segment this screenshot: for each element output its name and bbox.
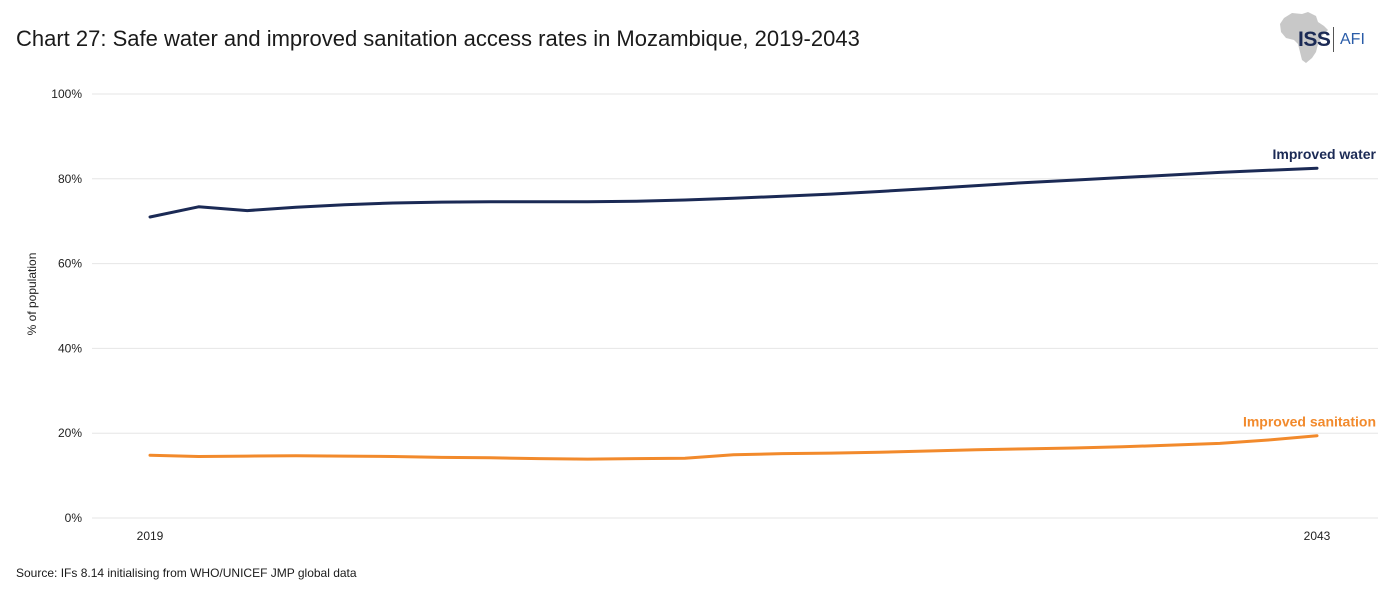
y-tick-label: 100% bbox=[51, 87, 82, 101]
logo-iss-text: ISS bbox=[1298, 28, 1331, 51]
y-tick-label: 20% bbox=[58, 426, 82, 440]
source-note: Source: IFs 8.14 initialising from WHO/U… bbox=[16, 566, 357, 580]
x-tick-label: 2043 bbox=[1304, 529, 1331, 543]
logo-afi-text: AFI bbox=[1340, 31, 1365, 48]
chart-title: Chart 27: Safe water and improved sanita… bbox=[16, 26, 860, 51]
africa-map-icon bbox=[1280, 12, 1328, 63]
logo-separator bbox=[1333, 27, 1334, 52]
series-line-improved-water bbox=[148, 166, 1319, 219]
y-axis-label: % of population bbox=[25, 253, 39, 336]
line-chart: 0% 20% 40% 60% 80% 100% 2019 2043 Improved wat… bbox=[25, 87, 1378, 543]
gridlines bbox=[92, 93, 1378, 519]
y-tick-label: 80% bbox=[58, 172, 82, 186]
y-tick-label: 0% bbox=[65, 511, 83, 525]
series-label-improved-sanitation: Improved sanitation bbox=[1243, 414, 1376, 430]
y-tick-label: 60% bbox=[58, 257, 82, 271]
series-label-improved-water: Improved water bbox=[1273, 146, 1377, 162]
iss-afi-logo: ISS AFI bbox=[1276, 8, 1376, 66]
series-line-improved-sanitation bbox=[148, 434, 1319, 461]
x-axis-ticks: 2019 2043 bbox=[137, 529, 1331, 543]
x-tick-label: 2019 bbox=[137, 529, 164, 543]
series-labels: Improved water Improved sanitation bbox=[1243, 146, 1377, 430]
y-tick-label: 40% bbox=[58, 341, 82, 355]
y-axis-ticks: 0% 20% 40% 60% 80% 100% bbox=[51, 87, 82, 525]
series-group bbox=[148, 166, 1319, 461]
